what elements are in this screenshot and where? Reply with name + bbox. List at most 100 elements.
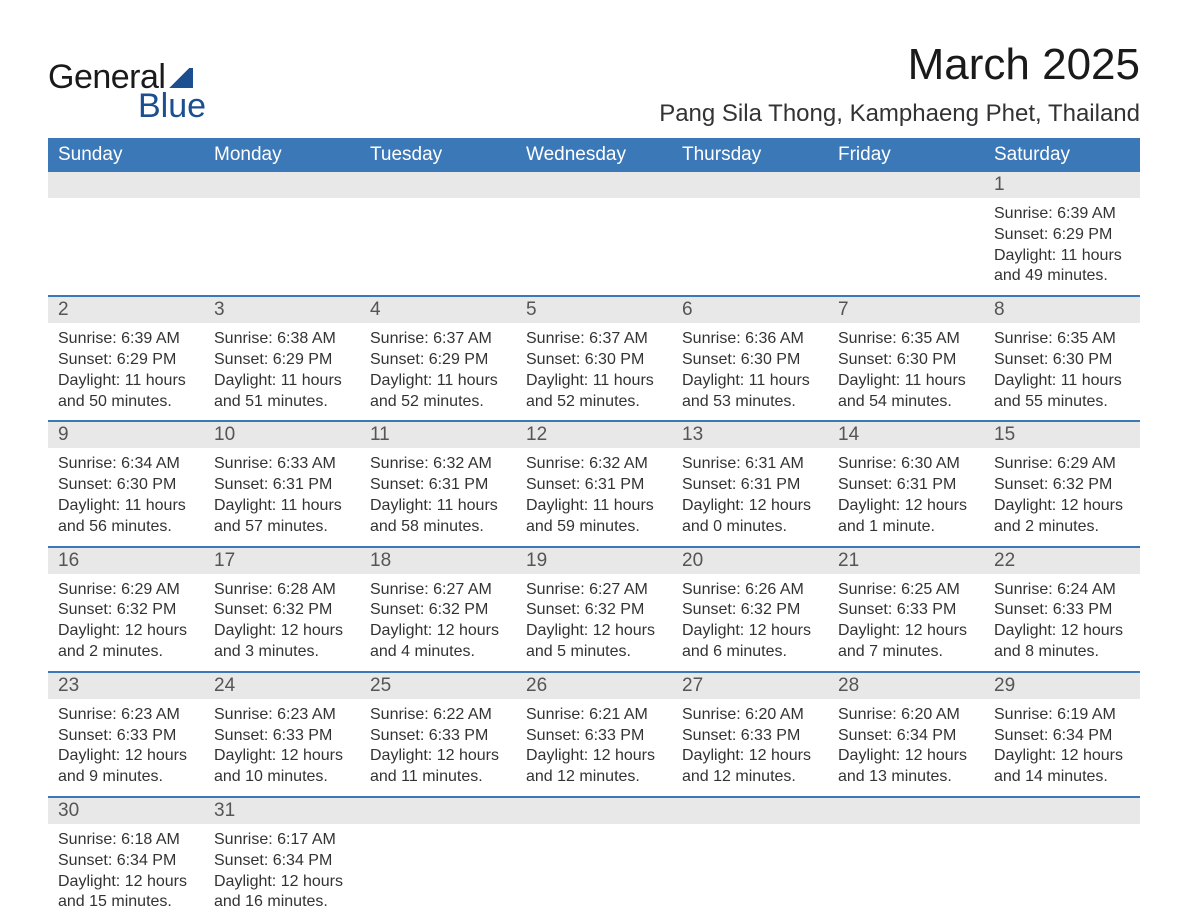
daylight-text-2: and 59 minutes. xyxy=(526,517,662,538)
day-number-cell: 4 xyxy=(360,296,516,323)
logo-text-blue: Blue xyxy=(138,87,206,126)
sunrise-text: Sunrise: 6:35 AM xyxy=(994,329,1130,350)
day-number-cell xyxy=(672,797,828,824)
day-info-cell: Sunrise: 6:29 AMSunset: 6:32 PMDaylight:… xyxy=(48,574,204,672)
sunset-text: Sunset: 6:30 PM xyxy=(526,350,662,371)
weekday-header: Thursday xyxy=(672,138,828,172)
daylight-text-2: and 12 minutes. xyxy=(682,767,818,788)
weekday-header: Saturday xyxy=(984,138,1140,172)
info-row: Sunrise: 6:18 AMSunset: 6:34 PMDaylight:… xyxy=(48,824,1140,921)
daynum-row: 9101112131415 xyxy=(48,421,1140,448)
day-info-cell xyxy=(828,824,984,921)
weekday-header: Sunday xyxy=(48,138,204,172)
day-info-cell: Sunrise: 6:19 AMSunset: 6:34 PMDaylight:… xyxy=(984,699,1140,797)
sunset-text: Sunset: 6:32 PM xyxy=(58,600,194,621)
daynum-row: 2345678 xyxy=(48,296,1140,323)
calendar-table: Sunday Monday Tuesday Wednesday Thursday… xyxy=(48,138,1140,921)
sunset-text: Sunset: 6:33 PM xyxy=(214,726,350,747)
day-info-cell: Sunrise: 6:28 AMSunset: 6:32 PMDaylight:… xyxy=(204,574,360,672)
daylight-text-2: and 5 minutes. xyxy=(526,642,662,663)
daylight-text-2: and 1 minute. xyxy=(838,517,974,538)
daylight-text-2: and 2 minutes. xyxy=(58,642,194,663)
daylight-text-1: Daylight: 12 hours xyxy=(214,621,350,642)
sunrise-text: Sunrise: 6:30 AM xyxy=(838,454,974,475)
sunset-text: Sunset: 6:30 PM xyxy=(994,350,1130,371)
day-number-cell: 14 xyxy=(828,421,984,448)
day-info-cell: Sunrise: 6:32 AMSunset: 6:31 PMDaylight:… xyxy=(360,448,516,546)
daylight-text-2: and 16 minutes. xyxy=(214,892,350,913)
daylight-text-2: and 55 minutes. xyxy=(994,392,1130,413)
daylight-text-1: Daylight: 12 hours xyxy=(214,746,350,767)
daylight-text-1: Daylight: 11 hours xyxy=(58,496,194,517)
sunset-text: Sunset: 6:32 PM xyxy=(682,600,818,621)
info-row: Sunrise: 6:34 AMSunset: 6:30 PMDaylight:… xyxy=(48,448,1140,546)
month-title: March 2025 xyxy=(659,40,1140,90)
day-number-cell: 2 xyxy=(48,296,204,323)
sunset-text: Sunset: 6:31 PM xyxy=(214,475,350,496)
logo: General Blue xyxy=(48,40,206,126)
daylight-text-2: and 58 minutes. xyxy=(370,517,506,538)
daylight-text-1: Daylight: 11 hours xyxy=(994,371,1130,392)
daylight-text-1: Daylight: 12 hours xyxy=(682,746,818,767)
sunset-text: Sunset: 6:31 PM xyxy=(838,475,974,496)
daylight-text-1: Daylight: 11 hours xyxy=(838,371,974,392)
sunrise-text: Sunrise: 6:31 AM xyxy=(682,454,818,475)
daynum-row: 1 xyxy=(48,172,1140,198)
sunset-text: Sunset: 6:29 PM xyxy=(214,350,350,371)
weekday-header: Friday xyxy=(828,138,984,172)
sunrise-text: Sunrise: 6:36 AM xyxy=(682,329,818,350)
day-info-cell: Sunrise: 6:24 AMSunset: 6:33 PMDaylight:… xyxy=(984,574,1140,672)
daylight-text-1: Daylight: 11 hours xyxy=(370,371,506,392)
day-number-cell: 8 xyxy=(984,296,1140,323)
daylight-text-2: and 8 minutes. xyxy=(994,642,1130,663)
day-info-cell: Sunrise: 6:32 AMSunset: 6:31 PMDaylight:… xyxy=(516,448,672,546)
day-info-cell xyxy=(204,198,360,296)
sunrise-text: Sunrise: 6:24 AM xyxy=(994,580,1130,601)
day-info-cell: Sunrise: 6:17 AMSunset: 6:34 PMDaylight:… xyxy=(204,824,360,921)
day-number-cell xyxy=(828,797,984,824)
sunrise-text: Sunrise: 6:20 AM xyxy=(838,705,974,726)
daylight-text-2: and 57 minutes. xyxy=(214,517,350,538)
sunset-text: Sunset: 6:34 PM xyxy=(58,851,194,872)
day-info-cell xyxy=(672,198,828,296)
info-row: Sunrise: 6:39 AMSunset: 6:29 PMDaylight:… xyxy=(48,323,1140,421)
daylight-text-1: Daylight: 12 hours xyxy=(682,621,818,642)
day-number-cell: 9 xyxy=(48,421,204,448)
day-number-cell: 1 xyxy=(984,172,1140,198)
sunrise-text: Sunrise: 6:27 AM xyxy=(370,580,506,601)
daylight-text-1: Daylight: 12 hours xyxy=(682,496,818,517)
day-info-cell: Sunrise: 6:22 AMSunset: 6:33 PMDaylight:… xyxy=(360,699,516,797)
daylight-text-2: and 12 minutes. xyxy=(526,767,662,788)
day-number-cell: 7 xyxy=(828,296,984,323)
sunset-text: Sunset: 6:33 PM xyxy=(682,726,818,747)
day-number-cell: 17 xyxy=(204,547,360,574)
day-info-cell: Sunrise: 6:21 AMSunset: 6:33 PMDaylight:… xyxy=(516,699,672,797)
day-info-cell: Sunrise: 6:34 AMSunset: 6:30 PMDaylight:… xyxy=(48,448,204,546)
daylight-text-1: Daylight: 11 hours xyxy=(58,371,194,392)
day-info-cell: Sunrise: 6:35 AMSunset: 6:30 PMDaylight:… xyxy=(984,323,1140,421)
sunset-text: Sunset: 6:29 PM xyxy=(370,350,506,371)
daylight-text-2: and 0 minutes. xyxy=(682,517,818,538)
sunrise-text: Sunrise: 6:32 AM xyxy=(370,454,506,475)
day-info-cell: Sunrise: 6:30 AMSunset: 6:31 PMDaylight:… xyxy=(828,448,984,546)
sunset-text: Sunset: 6:34 PM xyxy=(838,726,974,747)
daylight-text-2: and 2 minutes. xyxy=(994,517,1130,538)
sunrise-text: Sunrise: 6:22 AM xyxy=(370,705,506,726)
daylight-text-1: Daylight: 12 hours xyxy=(370,746,506,767)
day-info-cell: Sunrise: 6:38 AMSunset: 6:29 PMDaylight:… xyxy=(204,323,360,421)
daylight-text-1: Daylight: 11 hours xyxy=(214,496,350,517)
sunset-text: Sunset: 6:29 PM xyxy=(58,350,194,371)
sunset-text: Sunset: 6:29 PM xyxy=(994,225,1130,246)
daylight-text-2: and 6 minutes. xyxy=(682,642,818,663)
day-info-cell: Sunrise: 6:39 AMSunset: 6:29 PMDaylight:… xyxy=(984,198,1140,296)
sunrise-text: Sunrise: 6:29 AM xyxy=(994,454,1130,475)
daylight-text-1: Daylight: 12 hours xyxy=(526,621,662,642)
day-info-cell: Sunrise: 6:36 AMSunset: 6:30 PMDaylight:… xyxy=(672,323,828,421)
weekday-header: Monday xyxy=(204,138,360,172)
sunset-text: Sunset: 6:32 PM xyxy=(214,600,350,621)
sunrise-text: Sunrise: 6:26 AM xyxy=(682,580,818,601)
day-info-cell: Sunrise: 6:23 AMSunset: 6:33 PMDaylight:… xyxy=(204,699,360,797)
daylight-text-2: and 51 minutes. xyxy=(214,392,350,413)
daylight-text-2: and 7 minutes. xyxy=(838,642,974,663)
day-number-cell: 29 xyxy=(984,672,1140,699)
